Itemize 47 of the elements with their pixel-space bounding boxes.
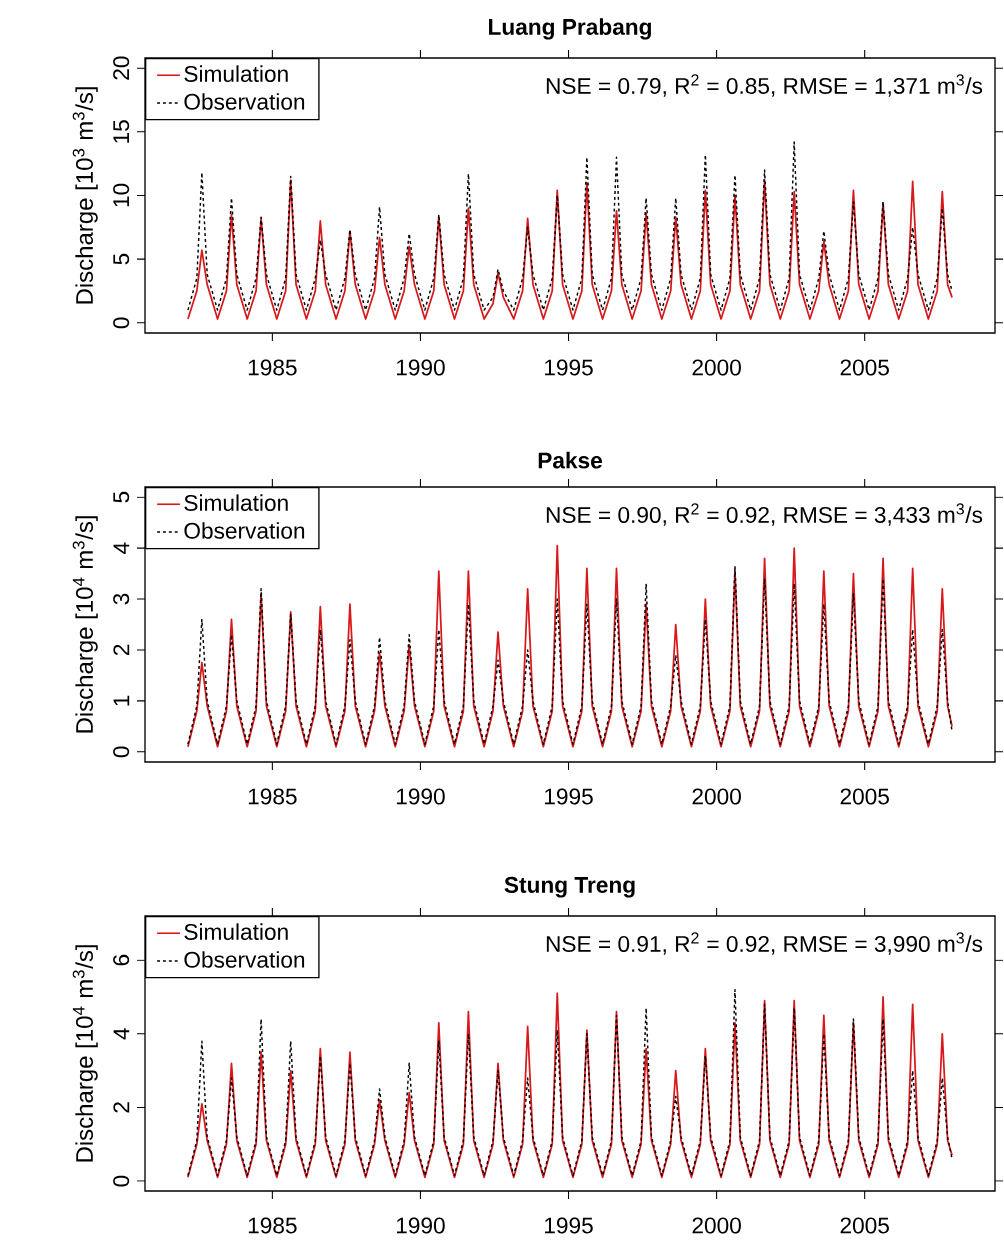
- y-tick-label: 5: [113, 253, 130, 265]
- chart-title: Pakse: [538, 451, 603, 469]
- y-tick-label: 5: [113, 491, 130, 503]
- x-tick-label: 2000: [692, 788, 742, 805]
- y-tick-label: 10: [113, 183, 130, 207]
- y-tick-label: 0: [113, 746, 130, 758]
- y-tick-label: 1: [113, 695, 130, 706]
- y-tick-label: 6: [113, 954, 130, 966]
- x-tick-label: 1995: [545, 788, 593, 805]
- annotation: NSE = 0.91, R$^{2}$ = 0.92, RMSE = 3,990 m$^{3}$/s: [547, 932, 983, 955]
- legend-label: Observation: [184, 93, 305, 110]
- y-tick-label: 0: [113, 317, 130, 329]
- x-tick-label: 2005: [840, 359, 890, 376]
- chart-title: Luang Prabang: [489, 18, 652, 40]
- y-axis-title: Discharge [10$^{3}$ m$^{3}$/s]: [72, 87, 98, 304]
- y-tick-label: 0: [113, 1175, 130, 1187]
- x-tick-label: 1990: [397, 1217, 445, 1234]
- y-tick-label: 15: [113, 120, 130, 143]
- x-tick-label: 1985: [249, 359, 297, 376]
- y-tick-label: 2: [113, 1102, 130, 1113]
- x-tick-label: 1990: [397, 788, 445, 805]
- x-tick-label: 1985: [249, 788, 297, 805]
- annotation: NSE = 0.90, R$^{2}$ = 0.92, RMSE = 3,433 m$^{3}$/s: [547, 503, 983, 526]
- x-tick-label: 2000: [692, 1217, 742, 1234]
- x-tick-label: 1995: [545, 359, 593, 376]
- y-tick-label: 2: [113, 644, 130, 656]
- y-tick-label: 4: [113, 542, 130, 554]
- y-axis-title: Discharge [10$^{4}$ m$^{3}$/s]: [72, 945, 98, 1162]
- x-tick-label: 1985: [249, 1217, 297, 1234]
- x-tick-label: 1995: [545, 1217, 593, 1234]
- legend-label: Observation: [184, 951, 305, 968]
- y-tick-label: 20: [113, 56, 130, 80]
- line-series: [187, 179, 954, 320]
- y-tick-label: 4: [113, 1028, 130, 1040]
- legend-label: Simulation: [184, 923, 288, 940]
- x-tick-label: 2005: [840, 788, 890, 805]
- line-series: [187, 141, 954, 311]
- y-tick-label: 3: [113, 593, 130, 605]
- y-axis-title: Discharge [10$^{4}$ m$^{3}$/s]: [72, 516, 98, 733]
- annotation: NSE = 0.79, R$^{2}$ = 0.85, RMSE = 1,371 m$^{3}$/s: [547, 74, 983, 97]
- legend-label: Simulation: [184, 65, 288, 82]
- chart-title: Stung Treng: [504, 876, 635, 898]
- legend-label: Observation: [184, 522, 305, 539]
- x-tick-label: 1990: [397, 359, 445, 376]
- legend-label: Simulation: [184, 494, 288, 511]
- x-tick-label: 2000: [692, 359, 742, 376]
- x-tick-label: 2005: [840, 1217, 890, 1234]
